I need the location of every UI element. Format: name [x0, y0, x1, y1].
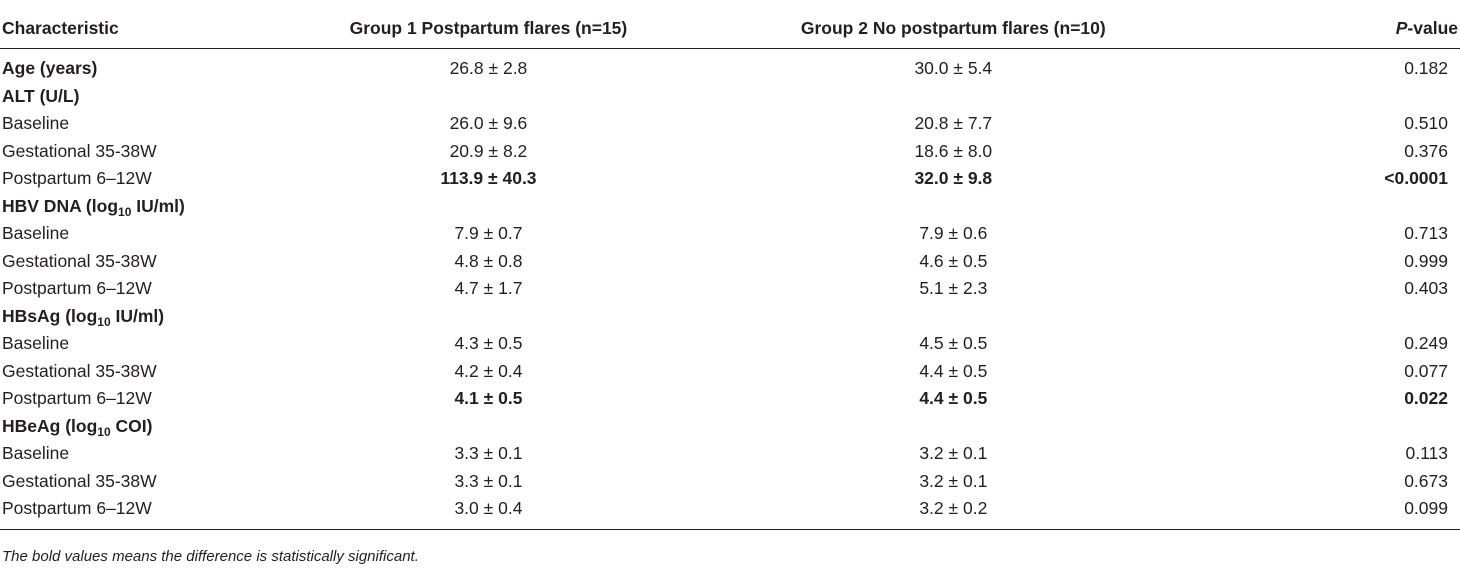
section-label: HBeAg (log10 COI) — [2, 415, 153, 439]
row-label: Baseline — [2, 223, 70, 244]
cell-pvalue: 0.403 — [1404, 278, 1448, 299]
cell-group2: 4.5 ± 0.5 — [919, 333, 988, 354]
cell-group1: 4.8 ± 0.8 — [454, 250, 523, 271]
cell-pvalue: 0.376 — [1404, 140, 1448, 161]
table-row: HBsAg (log10 IU/ml) — [0, 303, 1460, 331]
row-label: Gestational 35-38W — [2, 140, 157, 161]
cell-pvalue: 0.099 — [1210, 495, 1460, 530]
data-table: Characteristic Group 1 Postpartum flares… — [0, 8, 1460, 530]
header-group2: Group 2 No postpartum flares (n=10) — [696, 8, 1211, 49]
cell-group1: 4.2 ± 0.4 — [454, 360, 523, 381]
row-label: Gestational 35-38W — [2, 250, 157, 271]
cell-group2: 20.8 ± 7.7 — [914, 113, 993, 134]
section-label: HBsAg (log10 IU/ml) — [2, 305, 165, 329]
cell-pvalue: 0.673 — [1404, 470, 1448, 491]
cell-group2: 3.2 ± 0.1 — [919, 470, 988, 491]
cell-group1: 26.8 ± 2.8 — [449, 58, 528, 79]
cell-group2: 3.2 ± 0.2 — [696, 495, 1211, 530]
table-row: Postpartum 6–12W 3.0 ± 0.4 3.2 ± 0.2 0.0… — [0, 495, 1460, 530]
cell-group2: 32.0 ± 9.8 — [914, 168, 993, 189]
table-footnote: The bold values means the difference is … — [2, 548, 419, 565]
row-label: Gestational 35-38W — [2, 470, 157, 491]
table-row: Postpartum 6–12W 4.7 ± 1.7 5.1 ± 2.3 0.4… — [0, 275, 1460, 303]
cell-group2: 7.9 ± 0.6 — [919, 223, 988, 244]
table-row: Baseline 26.0 ± 9.6 20.8 ± 7.7 0.510 — [0, 110, 1460, 138]
table-row: Baseline 7.9 ± 0.7 7.9 ± 0.6 0.713 — [0, 220, 1460, 248]
cell-pvalue: 0.713 — [1404, 223, 1448, 244]
row-label: Postpartum 6–12W — [2, 278, 152, 299]
header-group1: Group 1 Postpartum flares (n=15) — [280, 8, 697, 49]
table-row: HBeAg (log10 COI) — [0, 413, 1460, 441]
cell-group1: 20.9 ± 8.2 — [449, 140, 528, 161]
cell-pvalue: 0.182 — [1404, 58, 1448, 79]
row-label: Baseline — [2, 333, 70, 354]
section-label: HBV DNA (log10 IU/ml) — [2, 195, 185, 219]
row-label: Postpartum 6–12W — [2, 168, 152, 189]
table-row: Postpartum 6–12W 4.1 ± 0.5 4.4 ± 0.5 0.0… — [0, 385, 1460, 413]
cell-group2: 30.0 ± 5.4 — [914, 58, 993, 79]
cell-group1: 4.3 ± 0.5 — [454, 333, 523, 354]
header-characteristic: Characteristic — [0, 8, 281, 49]
table-row: Age (years) 26.8 ± 2.8 30.0 ± 5.4 0.182 — [0, 49, 1460, 83]
cell-pvalue: 0.077 — [1404, 360, 1448, 381]
section-label: ALT (U/L) — [2, 85, 80, 106]
table-row: Postpartum 6–12W 113.9 ± 40.3 32.0 ± 9.8… — [0, 165, 1460, 193]
table-row: Baseline 4.3 ± 0.5 4.5 ± 0.5 0.249 — [0, 330, 1460, 358]
row-label: Postpartum 6–12W — [2, 388, 152, 409]
row-label: Postpartum 6–12W — [0, 495, 281, 530]
cell-group1: 3.3 ± 0.1 — [454, 443, 523, 464]
table-row: Gestational 35-38W 4.8 ± 0.8 4.6 ± 0.5 0… — [0, 248, 1460, 276]
cell-group1: 4.7 ± 1.7 — [454, 278, 523, 299]
cell-pvalue: 0.022 — [1404, 388, 1448, 409]
cell-group2: 4.4 ± 0.5 — [919, 388, 988, 409]
cell-group2: 4.4 ± 0.5 — [919, 360, 988, 381]
cell-group1: 3.0 ± 0.4 — [280, 495, 697, 530]
table-row: Baseline 3.3 ± 0.1 3.2 ± 0.1 0.113 — [0, 440, 1460, 468]
cell-group2: 4.6 ± 0.5 — [919, 250, 988, 271]
cell-group2: 5.1 ± 2.3 — [919, 278, 988, 299]
row-label: Baseline — [2, 443, 70, 464]
cell-pvalue: <0.0001 — [1384, 168, 1448, 189]
table-row: Gestational 35-38W 20.9 ± 8.2 18.6 ± 8.0… — [0, 138, 1460, 166]
cell-pvalue: 0.113 — [1405, 443, 1449, 464]
cell-group1: 3.3 ± 0.1 — [454, 470, 523, 491]
row-label: Age (years) — [2, 58, 98, 79]
cell-group1: 4.1 ± 0.5 — [454, 388, 523, 409]
cell-pvalue: 0.249 — [1404, 333, 1448, 354]
header-pvalue: P-value — [1210, 8, 1460, 49]
table-header-row: Characteristic Group 1 Postpartum flares… — [0, 8, 1460, 49]
header-pvalue-rest: -value — [1407, 17, 1458, 38]
table-row: HBV DNA (log10 IU/ml) — [0, 193, 1460, 221]
cell-group1: 26.0 ± 9.6 — [449, 113, 528, 134]
cell-pvalue: 0.510 — [1404, 113, 1448, 134]
header-pvalue-p: P — [1395, 17, 1408, 38]
cell-group1: 113.9 ± 40.3 — [440, 168, 537, 189]
table-row: Gestational 35-38W 4.2 ± 0.4 4.4 ± 0.5 0… — [0, 358, 1460, 386]
table-row: ALT (U/L) — [0, 83, 1460, 111]
row-label: Baseline — [2, 113, 70, 134]
cell-pvalue: 0.999 — [1404, 250, 1448, 271]
cell-group2: 18.6 ± 8.0 — [914, 140, 993, 161]
cell-group1: 7.9 ± 0.7 — [454, 223, 523, 244]
table-row: Gestational 35-38W 3.3 ± 0.1 3.2 ± 0.1 0… — [0, 468, 1460, 496]
row-label: Gestational 35-38W — [2, 360, 157, 381]
cell-group2: 3.2 ± 0.1 — [919, 443, 988, 464]
